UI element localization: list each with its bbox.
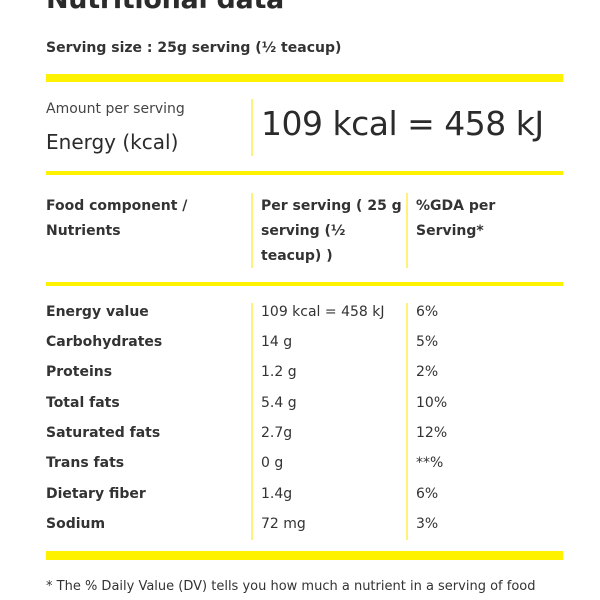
gda-value: 2%: [416, 364, 439, 380]
nutrient-name: Sodium: [46, 516, 106, 532]
gda-value: **%: [416, 455, 444, 471]
header-per-serving: Per serving ( 25 g serving (½ teacup) ): [261, 198, 402, 264]
gda-value: 3%: [416, 516, 439, 532]
header-divider-1: [251, 193, 253, 268]
per-serving-value: 2.7g: [261, 425, 293, 441]
header-divider-bar: [46, 282, 563, 286]
page-title: Nutritional data: [46, 0, 284, 15]
table-row: Proteins 1.2 g 2%: [46, 364, 563, 394]
nutrient-name: Trans fats: [46, 455, 125, 471]
body-divider-2: [406, 303, 408, 540]
nutrient-name: Total fats: [46, 395, 120, 411]
table-row: Dietary fiber 1.4g 6%: [46, 486, 563, 516]
gda-value: 6%: [416, 486, 439, 502]
bottom-divider-bar: [46, 551, 563, 560]
footnote: * The % Daily Value (DV) tells you how m…: [46, 579, 536, 594]
nutrient-name: Saturated fats: [46, 425, 161, 441]
per-serving-value: 1.2 g: [261, 364, 297, 380]
amount-per-serving-label: Amount per serving: [46, 101, 185, 117]
serving-size: Serving size : 25g serving (½ teacup): [46, 40, 342, 56]
per-serving-value: 109 kcal = 458 kJ: [261, 304, 385, 320]
per-serving-value: 5.4 g: [261, 395, 297, 411]
header-nutrients: Food component / Nutrients: [46, 198, 188, 239]
energy-value: 109 kcal = 458 kJ: [261, 104, 544, 143]
table-row: Energy value 109 kcal = 458 kJ 6%: [46, 304, 563, 334]
gda-value: 5%: [416, 334, 439, 350]
per-serving-value: 0 g: [261, 455, 284, 471]
table-row: Trans fats 0 g **%: [46, 455, 563, 485]
table-row: Carbohydrates 14 g 5%: [46, 334, 563, 364]
nutrient-name: Dietary fiber: [46, 486, 146, 502]
table-row: Saturated fats 2.7g 12%: [46, 425, 563, 455]
body-divider-1: [251, 303, 253, 540]
header-divider-2: [406, 193, 408, 268]
gda-value: 12%: [416, 425, 448, 441]
gda-value: 6%: [416, 304, 439, 320]
top-divider-bar: [46, 74, 563, 82]
nutrient-name: Energy value: [46, 304, 149, 320]
per-serving-value: 14 g: [261, 334, 293, 350]
energy-divider: [251, 99, 253, 156]
nutrient-name: Carbohydrates: [46, 334, 163, 350]
nutrient-name: Proteins: [46, 364, 113, 380]
per-serving-value: 72 mg: [261, 516, 306, 532]
table-row: Sodium 72 mg 3%: [46, 516, 563, 546]
energy-divider-bar: [46, 171, 563, 175]
energy-label: Energy (kcal): [46, 130, 179, 154]
table-row: Total fats 5.4 g 10%: [46, 395, 563, 425]
gda-value: 10%: [416, 395, 448, 411]
per-serving-value: 1.4g: [261, 486, 293, 502]
header-gda: %GDA per Serving*: [416, 198, 496, 239]
